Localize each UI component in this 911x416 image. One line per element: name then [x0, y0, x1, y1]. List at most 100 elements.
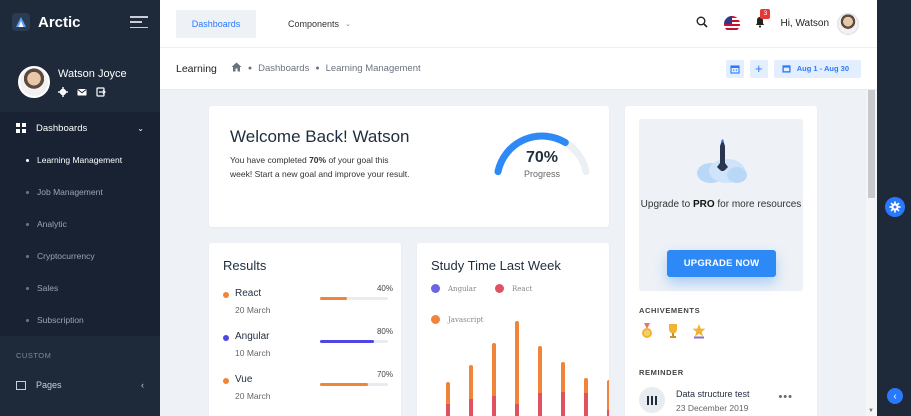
home-icon[interactable] — [231, 62, 242, 75]
pro-card: Upgrade to PRO for more resources UPGRAD… — [625, 106, 817, 416]
sidebar-item-learning-management[interactable]: Learning Management — [0, 144, 160, 176]
notification-bell[interactable]: 3 — [754, 8, 771, 33]
legend-javascript[interactable]: Javascript — [431, 315, 484, 324]
bar-react[interactable] — [446, 404, 450, 416]
result-percent: 80% — [376, 327, 393, 336]
progress-gauge — [494, 132, 590, 176]
calendar-button[interactable] — [725, 59, 744, 78]
bar-react[interactable] — [492, 396, 496, 416]
date-range-label: Aug 1 - Aug 30 — [796, 64, 849, 73]
plus-icon: + — [754, 61, 763, 76]
sidebar-item-label: Analytic — [37, 219, 67, 229]
sidebar-item-job-management[interactable]: Job Management — [0, 176, 160, 208]
bar-react[interactable] — [607, 410, 609, 416]
result-name: Vue — [235, 374, 253, 385]
progress-value: 70% — [525, 149, 559, 166]
star-award-icon[interactable] — [691, 323, 707, 339]
trophy-icon[interactable] — [665, 323, 681, 339]
upgrade-now-button[interactable]: UPGRADE NOW — [667, 250, 776, 277]
reminder-title: Data structure test — [676, 389, 750, 399]
bar-react[interactable] — [469, 399, 473, 416]
page-scrollbar[interactable]: ▼ — [866, 90, 877, 416]
upgrade-panel: Upgrade to PRO for more resources UPGRAD… — [639, 119, 803, 291]
gear-icon — [889, 201, 901, 213]
sidebar-section-label: Dashboards — [36, 122, 88, 134]
sidebar-item-cryptocurrency[interactable]: Cryptocurrency — [0, 240, 160, 272]
bar-javascript[interactable] — [515, 321, 519, 416]
sidebar-item-subscription[interactable]: Subscription — [0, 304, 160, 336]
breadcrumb-dashboards[interactable]: Dashboards — [258, 63, 310, 74]
sidebar-item-dashboards[interactable]: Dashboards ⌄ — [0, 112, 160, 144]
more-options-icon[interactable]: ••• — [778, 391, 793, 403]
arctic-logo-icon — [12, 13, 30, 31]
user-avatar[interactable] — [837, 12, 859, 35]
result-dot — [223, 335, 229, 341]
tab-dashboards[interactable]: Dashboards — [176, 9, 256, 38]
bar-react[interactable] — [584, 393, 588, 416]
profile-name: Watson Joyce — [58, 67, 127, 80]
topbar: Dashboards Components ⌄ 3 Hi, Watson — [160, 0, 877, 48]
result-percent: 40% — [376, 284, 393, 293]
achievements-label: ACHIVEMENTS — [639, 306, 701, 315]
legend-react[interactable]: React — [495, 284, 532, 293]
legend-angular[interactable]: Angular — [431, 284, 476, 293]
user-greeting[interactable]: Hi, Watson — [780, 18, 829, 29]
study-bar-chart — [446, 321, 609, 416]
legend-label: React — [512, 284, 533, 293]
sidebar-item-analytic[interactable]: Analytic — [0, 208, 160, 240]
chevron-down-icon: ⌄ — [345, 20, 351, 28]
scroll-down-arrow-icon[interactable]: ▼ — [868, 408, 874, 414]
legend-label: Javascript — [448, 315, 484, 324]
result-dot — [223, 292, 229, 298]
result-date: 20 March — [235, 391, 271, 401]
notification-badge: 3 — [760, 8, 771, 19]
welcome-heading: Welcome Back! Watson — [230, 127, 410, 146]
reminder-item[interactable]: Data structure test 23 December 2019 ••• — [639, 385, 803, 416]
bell-icon — [756, 16, 765, 28]
us-flag-icon[interactable] — [724, 15, 741, 32]
welcome-card: Welcome Back! Watson You have completed … — [209, 106, 609, 227]
calendar-icon — [782, 65, 791, 73]
date-range-button[interactable]: Aug 1 - Aug 30 — [773, 59, 861, 78]
customizer-button[interactable] — [885, 197, 905, 217]
legend-swatch — [431, 315, 440, 324]
study-title: Study Time Last Week — [431, 258, 561, 273]
tab-label: Components — [288, 18, 340, 29]
sidebar-item-pages[interactable]: Pages ‹ — [0, 370, 160, 400]
brand-name: Arctic — [38, 13, 81, 31]
bar-react[interactable] — [538, 393, 542, 416]
breadcrumb: ● Dashboards ● Learning Management — [231, 62, 421, 75]
sidebar-item-label: Cryptocurrency — [37, 251, 95, 261]
sidebar-item-label: Subscription — [37, 315, 84, 325]
settings-icon[interactable] — [58, 86, 68, 97]
bar-react[interactable] — [561, 392, 565, 416]
profile: Watson Joyce — [0, 44, 160, 106]
bar-react[interactable] — [515, 404, 519, 416]
collapse-panel-button[interactable]: ‹ — [887, 388, 903, 404]
result-date: 10 March — [235, 348, 271, 358]
result-name: React — [235, 288, 262, 299]
sidebar-item-label: Learning Management — [37, 155, 123, 165]
result-progress-track — [320, 383, 388, 386]
tab-components[interactable]: Components ⌄ — [272, 10, 367, 38]
sidebar-item-sales[interactable]: Sales — [0, 272, 160, 304]
medal-icon[interactable] — [639, 323, 655, 339]
chevron-left-icon: ‹ — [893, 390, 897, 402]
avatar[interactable] — [18, 66, 50, 98]
menu-toggle-icon[interactable] — [130, 16, 148, 28]
page-header: Learning ● Dashboards ● Learning Managem… — [160, 48, 877, 90]
rocket-cloud-icon — [697, 139, 747, 183]
mail-icon[interactable] — [77, 87, 87, 97]
page-title: Learning — [176, 62, 217, 75]
search-icon[interactable] — [696, 15, 709, 33]
reminder-date: 23 December 2019 — [676, 403, 749, 413]
logout-icon[interactable] — [96, 86, 106, 97]
upgrade-text: Upgrade to PRO for more resources — [640, 199, 802, 210]
bar-javascript[interactable] — [607, 380, 609, 416]
pages-icon — [16, 380, 26, 390]
result-progress-fill — [320, 340, 375, 343]
add-button[interactable]: + — [749, 59, 768, 78]
breadcrumb-current: Learning Management — [325, 63, 421, 74]
chevron-down-icon: ⌄ — [137, 123, 144, 133]
scrollbar-thumb[interactable] — [868, 90, 875, 198]
